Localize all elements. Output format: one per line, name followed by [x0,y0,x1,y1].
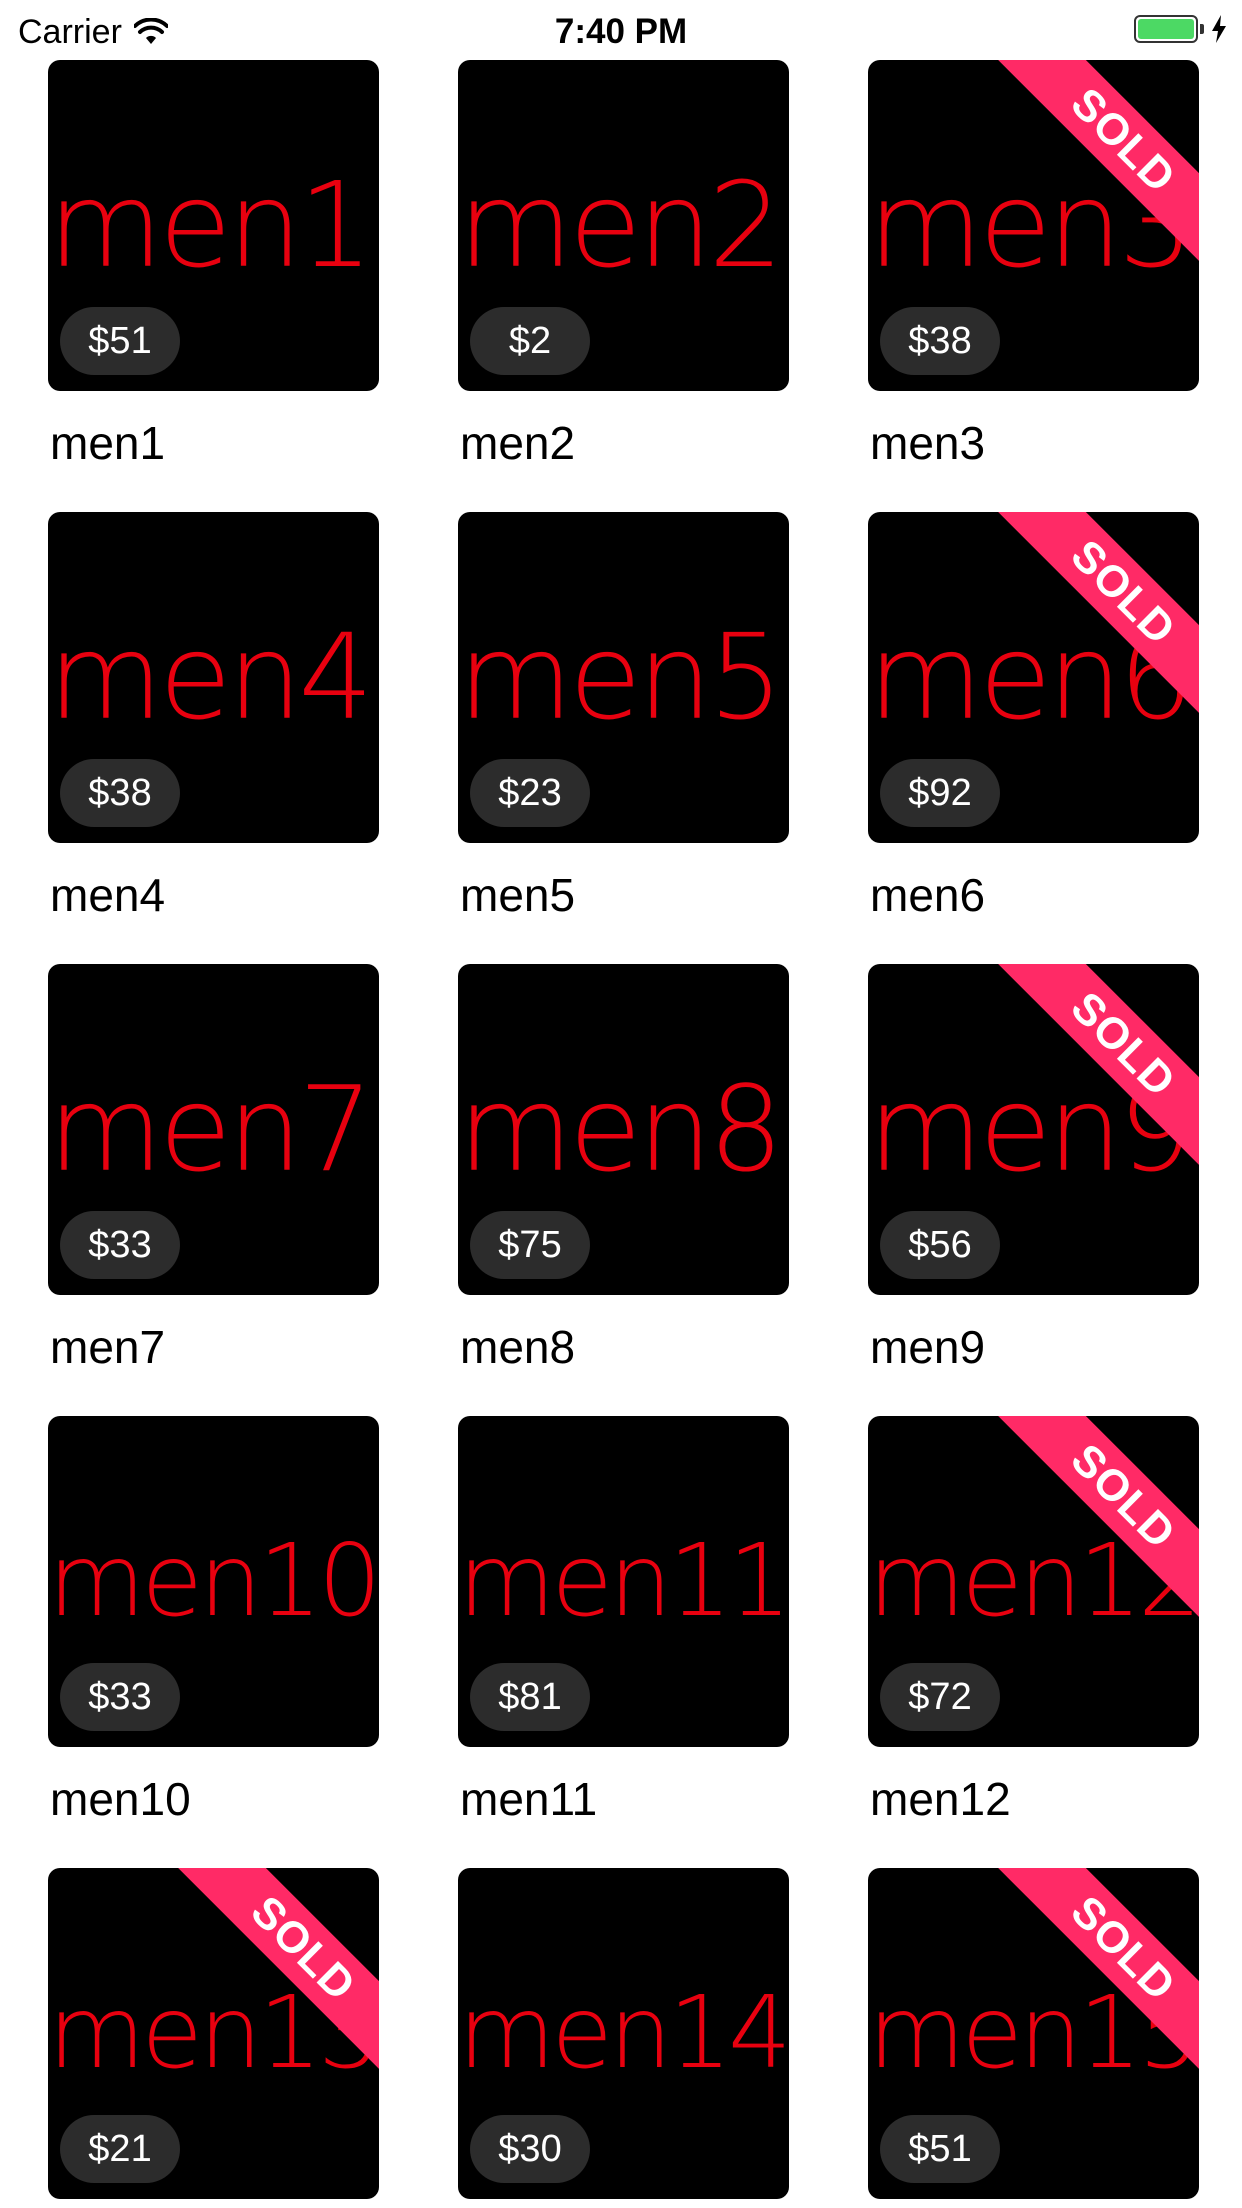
product-image-label: men2 [458,160,783,290]
product-image[interactable]: men5 $23 [458,512,789,843]
product-cell[interactable]: men14 $30men14 [458,1868,789,2208]
price-badge: $30 [470,2115,590,2183]
price-badge: $23 [470,759,590,827]
price-badge: $21 [60,2115,180,2183]
product-grid[interactable]: men1 $51 men1 men2 $2 men2 men3 $38 SOLD men3 men4… [0,60,1242,2208]
product-cell[interactable]: men1 $51 men1 [48,60,379,490]
product-cell[interactable]: men15$51SOLDmen15 [868,1868,1199,2208]
price-badge: $56 [880,1211,1000,1279]
product-name: men7 [50,1321,166,1373]
price-badge: $72 [880,1663,1000,1731]
product-image[interactable]: men3 $38 SOLD [868,60,1199,391]
product-name: men2 [460,417,576,469]
product-cell[interactable]: men13$21SOLDmen13 [48,1868,379,2208]
product-cell[interactable]: men8 $75 men8 [458,964,789,1394]
product-cell[interactable]: men12 $72 SOLD men12 [868,1416,1199,1846]
product-image[interactable]: men13 $21 SOLD [48,1868,379,2199]
product-cell[interactable]: men6 $92 SOLD men6 [868,512,1199,942]
product-cell[interactable]: men5 $23 men5 [458,512,789,942]
product-name: men5 [460,869,576,921]
product-cell[interactable]: men7 $33 men7 [48,964,379,1394]
product-image[interactable]: men1 $51 [48,60,379,391]
product-name: men8 [460,1321,576,1373]
price-badge: $92 [880,759,1000,827]
product-image[interactable]: men6 $92 SOLD [868,512,1199,843]
product-name: men1 [50,417,166,469]
battery-indicator [1134,14,1228,44]
product-image[interactable]: men10 $33 [48,1416,379,1747]
product-cell[interactable]: men11 $81 men11 [458,1416,789,1846]
carrier-indicator: Carrier [18,12,168,52]
price-badge: $38 [880,307,1000,375]
product-name: men3 [870,417,986,469]
charging-bolt-icon [1212,15,1226,43]
product-image-label: men5 [458,612,783,742]
product-image[interactable]: men12 $72 SOLD [868,1416,1199,1747]
price-badge: $75 [470,1211,590,1279]
product-name: men12 [870,1773,1011,1825]
product-name: men6 [870,869,986,921]
price-badge: $51 [880,2115,1000,2183]
price-badge: $38 [60,759,180,827]
product-name: men11 [460,1773,598,1825]
price-badge: $33 [60,1211,180,1279]
battery-icon [1134,15,1198,43]
product-image[interactable]: men2 $2 [458,60,789,391]
product-cell[interactable]: men4 $38 men4 [48,512,379,942]
product-cell[interactable]: men3 $38 SOLD men3 [868,60,1199,490]
battery-level [1138,19,1194,39]
product-image-label: men8 [458,1064,783,1194]
product-image-label: men1 [48,160,373,290]
product-image-label: men4 [48,612,373,742]
status-time: 7:40 PM [554,12,688,51]
product-image[interactable]: men4 $38 [48,512,379,843]
product-image[interactable]: men15 $51 SOLD [868,1868,1199,2199]
product-cell[interactable]: men2 $2 men2 [458,60,789,490]
carrier-label: Carrier [18,13,122,51]
product-image[interactable]: men9 $56 SOLD [868,964,1199,1295]
price-badge: $81 [470,1663,590,1731]
product-image-label: men7 [48,1064,373,1194]
battery-cap [1200,24,1204,34]
product-name: men10 [50,1773,191,1825]
product-image-label: men11 [458,1522,789,1639]
product-image[interactable]: men14 $30 [458,1868,789,2199]
product-name: men9 [870,1321,986,1373]
status-bar: Carrier 7:40 PM [0,0,1242,60]
product-image[interactable]: men7 $33 [48,964,379,1295]
price-badge: $2 [470,307,590,375]
price-badge: $33 [60,1663,180,1731]
product-image[interactable]: men11 $81 [458,1416,789,1747]
product-cell[interactable]: men10 $33 men10 [48,1416,379,1846]
wifi-icon [133,18,168,44]
product-image[interactable]: men8 $75 [458,964,789,1295]
product-image-label: men10 [48,1522,379,1639]
product-image-label: men14 [458,1974,789,2091]
product-name: men4 [50,869,166,921]
price-badge: $51 [60,307,180,375]
product-cell[interactable]: men9 $56 SOLD men9 [868,964,1199,1394]
